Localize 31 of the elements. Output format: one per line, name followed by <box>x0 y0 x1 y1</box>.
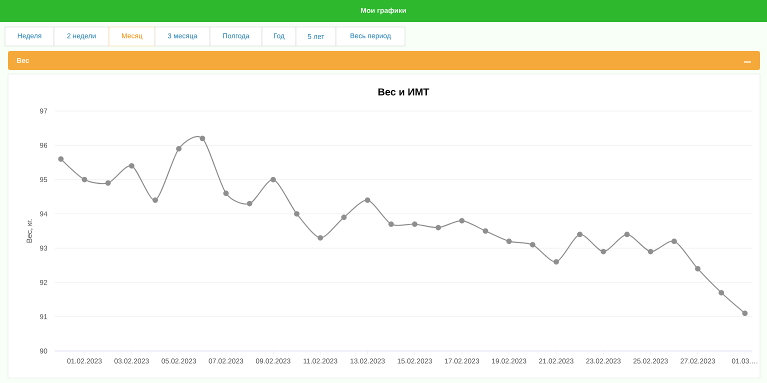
point <box>742 310 748 316</box>
point <box>364 197 370 203</box>
point <box>553 259 559 265</box>
point <box>246 200 252 206</box>
point <box>530 242 536 248</box>
point <box>318 235 324 241</box>
point <box>482 228 488 234</box>
point <box>695 266 701 272</box>
point <box>270 176 276 182</box>
chart-title: Вес и ИМТ <box>378 88 430 96</box>
point <box>600 248 606 254</box>
point <box>105 180 111 186</box>
point <box>577 232 583 238</box>
point <box>412 221 418 227</box>
point <box>624 232 630 238</box>
point <box>718 290 724 296</box>
point <box>152 197 158 203</box>
point <box>58 156 64 162</box>
point <box>436 224 442 230</box>
point <box>388 221 394 227</box>
point <box>506 238 512 244</box>
point <box>128 163 134 169</box>
point <box>82 176 88 182</box>
point <box>648 248 654 254</box>
point <box>459 218 465 224</box>
point <box>341 214 347 220</box>
point <box>200 136 206 142</box>
point <box>176 146 182 152</box>
point <box>671 238 677 244</box>
point <box>294 211 300 217</box>
point <box>223 190 229 196</box>
